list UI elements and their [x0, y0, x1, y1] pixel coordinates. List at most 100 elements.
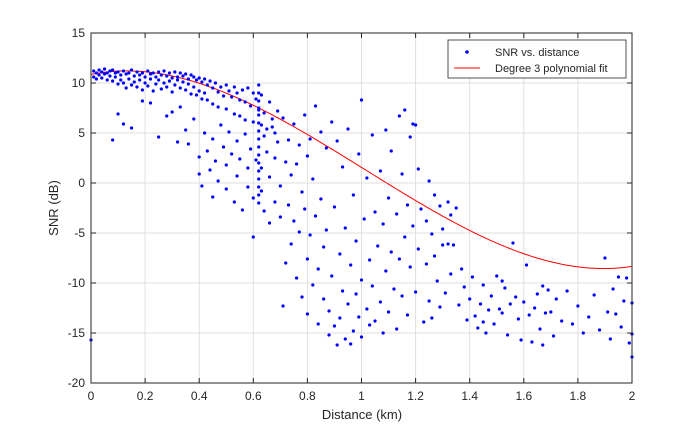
scatter-point: [189, 73, 193, 77]
scatter-point: [403, 235, 407, 239]
scatter-point: [322, 297, 326, 301]
scatter-point: [219, 85, 223, 89]
scatter-point: [154, 75, 158, 79]
scatter-point: [424, 219, 429, 223]
scatter-point: [173, 70, 177, 74]
scatter-point: [303, 113, 307, 117]
scatter-point: [316, 322, 320, 326]
scatter-point: [405, 313, 410, 317]
fit-line: [90, 70, 633, 270]
y-tick-label: -5: [74, 226, 85, 240]
scatter-point: [192, 85, 196, 89]
scatter-point: [308, 233, 312, 237]
scatter-point: [192, 117, 196, 121]
scatter-point: [481, 283, 485, 287]
scatter-point: [203, 131, 207, 135]
scatter-point: [200, 184, 204, 188]
scatter-point: [167, 71, 172, 75]
scatter-point: [427, 179, 431, 183]
scatter-point: [305, 257, 309, 261]
scatter-point: [116, 112, 120, 116]
scatter-point: [243, 118, 247, 122]
scatter-point: [343, 337, 347, 341]
scatter-point: [514, 295, 518, 299]
x-tick-label: 0.6: [245, 389, 262, 403]
scatter-point: [473, 314, 477, 318]
scatter-point: [441, 227, 445, 231]
scatter-point: [146, 84, 150, 88]
scatter-point: [157, 70, 161, 74]
x-tick-label: 0: [88, 389, 95, 403]
scatter-point: [414, 290, 418, 294]
scatter-point: [238, 98, 242, 102]
scatter-point: [606, 310, 610, 314]
scatter-point: [138, 73, 142, 77]
scatter-point: [384, 269, 388, 273]
scatter-point: [397, 257, 401, 261]
scatter-point: [273, 131, 277, 135]
scatter-point: [259, 166, 264, 170]
scatter-point: [524, 263, 529, 267]
scatter-point: [165, 114, 169, 118]
scatter-point: [492, 322, 496, 326]
scatter-point: [100, 70, 104, 74]
scatter-point: [446, 200, 450, 204]
scatter-points: [89, 67, 634, 359]
scatter-point: [286, 138, 291, 142]
scatter-point: [224, 187, 228, 191]
scatter-point: [389, 250, 393, 254]
scatter-point: [238, 114, 242, 118]
scatter-point: [292, 122, 296, 126]
scatter-point: [257, 137, 261, 141]
scatter-point: [184, 72, 188, 76]
scatter-point: [184, 128, 188, 132]
scatter-point: [248, 147, 253, 151]
scatter-point: [370, 133, 374, 137]
scatter-point: [259, 93, 264, 97]
scatter-point: [522, 300, 526, 304]
scatter-point: [94, 71, 99, 75]
scatter-point: [184, 88, 188, 92]
scatter-point: [443, 291, 447, 295]
y-tick-label: 0: [78, 176, 85, 190]
scatter-point: [519, 338, 523, 342]
scatter-point: [105, 71, 109, 75]
scatter-point: [592, 293, 596, 297]
scatter-point: [246, 86, 250, 90]
scatter-point: [313, 104, 318, 108]
scatter-point: [400, 172, 404, 176]
scatter-point: [135, 85, 139, 89]
scatter-point: [257, 153, 261, 157]
scatter-point: [259, 123, 264, 127]
scatter-point: [495, 274, 499, 278]
scatter-point: [267, 100, 272, 104]
scatter-point: [205, 83, 209, 87]
scatter-point: [211, 102, 215, 106]
y-tick-label: -15: [68, 326, 86, 340]
scatter-point: [297, 230, 301, 234]
scatter-point: [276, 140, 280, 144]
scatter-point: [216, 90, 220, 94]
scatter-point: [151, 89, 155, 93]
scatter-point: [221, 145, 226, 149]
scatter-point: [332, 205, 337, 209]
scatter-point: [535, 292, 539, 296]
scatter-point: [200, 97, 204, 101]
scatter-point: [124, 72, 128, 76]
scatter-point: [116, 70, 120, 74]
scatter-point: [251, 91, 255, 95]
scatter-point: [124, 86, 128, 90]
scatter-point: [262, 209, 266, 213]
legend-label-fit: Degree 3 polynomial fit: [495, 63, 608, 75]
scatter-point: [186, 142, 190, 146]
scatter-point: [216, 179, 220, 183]
x-tick-label: 1: [358, 389, 365, 403]
scatter-point: [278, 215, 282, 219]
scatter-point: [351, 329, 355, 333]
scatter-point: [257, 185, 261, 189]
scatter-point: [140, 88, 144, 92]
scatter-point: [300, 295, 304, 299]
scatter-point: [113, 75, 117, 79]
scatter-point: [165, 74, 169, 78]
scatter-point: [289, 242, 293, 246]
